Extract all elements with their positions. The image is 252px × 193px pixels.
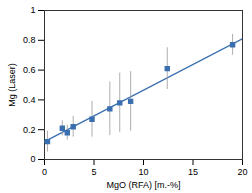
svg-text:0: 0	[42, 167, 47, 177]
svg-text:5: 5	[91, 167, 96, 177]
svg-text:Mg (Laser): Mg (Laser)	[7, 63, 17, 107]
svg-text:0.8: 0.8	[23, 35, 36, 45]
svg-text:MgO (RFA) [m.-%]: MgO (RFA) [m.-%]	[107, 180, 181, 190]
svg-text:1: 1	[30, 5, 35, 15]
svg-text:0.6: 0.6	[23, 65, 36, 75]
svg-text:20: 20	[237, 167, 247, 177]
svg-text:15: 15	[188, 167, 198, 177]
svg-text:0.4: 0.4	[23, 95, 36, 105]
svg-text:0.2: 0.2	[23, 125, 36, 135]
svg-text:10: 10	[138, 167, 148, 177]
svg-text:0: 0	[30, 154, 35, 164]
